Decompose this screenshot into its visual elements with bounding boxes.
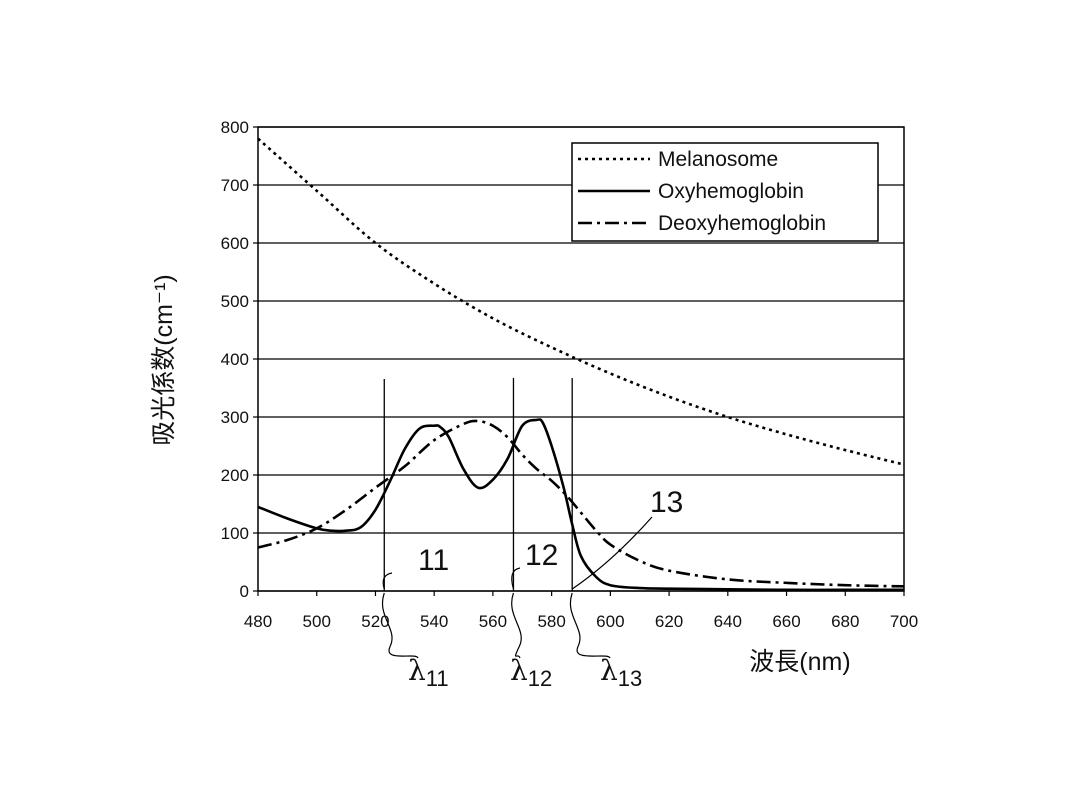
marker-leader-13 xyxy=(572,517,652,589)
marker-lambda-leader-12 xyxy=(512,593,522,658)
legend-label-oxyhemoglobin: Oxyhemoglobin xyxy=(658,180,804,203)
lambda-label-11: λ11 xyxy=(408,654,449,691)
y-tick-label: 600 xyxy=(221,234,249,253)
y-tick-label: 500 xyxy=(221,292,249,311)
lambda-label-12: λ12 xyxy=(510,654,552,691)
lambda-label-13: λ13 xyxy=(600,654,642,691)
y-tick-label: 400 xyxy=(221,350,249,369)
x-axis-title: 波長(nm) xyxy=(749,648,850,676)
series-line-oxyhemoglobin xyxy=(258,419,904,589)
y-tick-label: 300 xyxy=(221,408,249,427)
legend: Melanosome Oxyhemoglobin Deoxyhemoglobin xyxy=(572,143,878,241)
legend-label-deoxyhemoglobin: Deoxyhemoglobin xyxy=(658,212,826,235)
y-tick-label: 800 xyxy=(221,118,249,137)
y-tick-label: 200 xyxy=(221,466,249,485)
x-tick-label: 500 xyxy=(303,612,331,631)
y-tick-label: 0 xyxy=(240,582,249,601)
x-tick-label: 540 xyxy=(420,612,448,631)
lambda-subscript: 13 xyxy=(618,666,642,691)
marker-number-12: 12 xyxy=(525,539,558,572)
lambda-subscript: 12 xyxy=(528,666,552,691)
x-tick-label: 480 xyxy=(244,612,272,631)
y-tick-label: 700 xyxy=(221,176,249,195)
x-tick-label: 520 xyxy=(361,612,389,631)
marker-number-13: 13 xyxy=(650,486,683,519)
y-tick-label: 100 xyxy=(221,524,249,543)
marker-number-11: 11 xyxy=(418,544,449,577)
x-tick-label: 560 xyxy=(479,612,507,631)
x-tick-label: 700 xyxy=(890,612,918,631)
legend-label-melanosome: Melanosome xyxy=(658,148,778,171)
x-tick-label: 640 xyxy=(714,612,742,631)
x-tick-label: 620 xyxy=(655,612,683,631)
x-tick-label: 580 xyxy=(537,612,565,631)
x-tick-label: 660 xyxy=(772,612,800,631)
lambda-subscript: 11 xyxy=(426,666,449,691)
y-axis-title: 吸光係数(cm⁻¹) xyxy=(150,274,178,446)
x-tick-label: 600 xyxy=(596,612,624,631)
series-line-deoxyhemoglobin xyxy=(258,421,904,586)
x-tick-label: 680 xyxy=(831,612,859,631)
